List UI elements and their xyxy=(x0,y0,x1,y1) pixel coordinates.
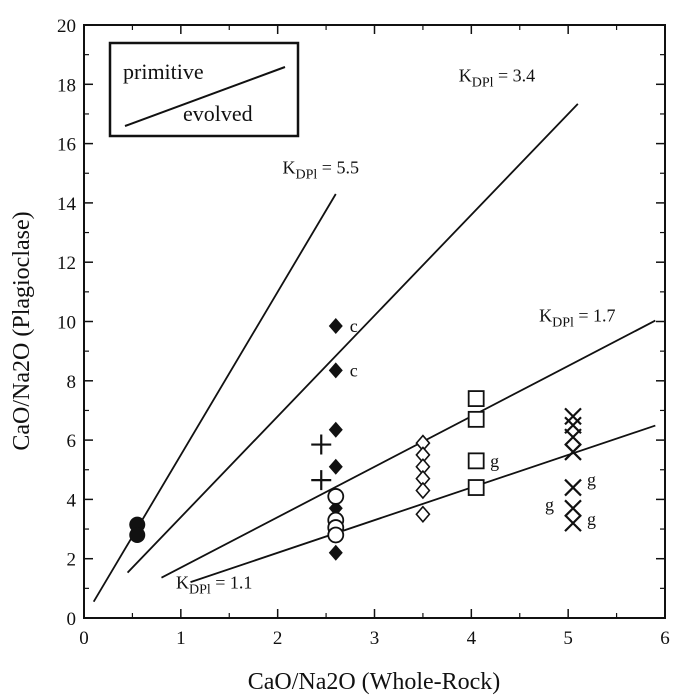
point-annotation: g xyxy=(587,509,596,529)
y-tick-label: 6 xyxy=(67,431,77,452)
point-annotation: g xyxy=(545,494,554,514)
point-annotation: g xyxy=(490,451,499,471)
y-axis-title: CaO/Na2O (Plagioclase) xyxy=(9,211,35,450)
x-mark-point xyxy=(564,514,582,532)
open-square-point xyxy=(467,390,485,407)
open-square-point xyxy=(467,479,485,496)
reference-line-label: KDPl = 1.7 xyxy=(539,306,615,331)
x-tick-label: 0 xyxy=(79,628,89,649)
y-tick-label: 4 xyxy=(67,490,77,511)
legend-primitive-label: primitive xyxy=(123,59,204,84)
x-tick-label: 1 xyxy=(176,628,186,649)
y-tick-label: 16 xyxy=(57,135,76,156)
filled-circle-point xyxy=(129,526,146,543)
y-tick-label: 8 xyxy=(67,372,77,393)
y-tick-label: 10 xyxy=(57,313,76,334)
plus-point xyxy=(311,470,332,491)
plus-point xyxy=(311,434,332,455)
open-diamond-point xyxy=(415,481,431,500)
filled-diamond-point xyxy=(328,317,343,334)
reference-line-label: KDPl = 1.1 xyxy=(176,572,252,597)
x-tick-label: 2 xyxy=(273,628,283,649)
filled-diamond-point xyxy=(328,500,343,517)
open-square-point xyxy=(467,452,485,470)
point-annotation: c xyxy=(350,316,358,336)
filled-diamond-point xyxy=(328,544,343,561)
x-mark-point xyxy=(564,499,582,518)
open-diamond-point xyxy=(415,505,431,523)
reference-line-kdpl xyxy=(190,424,656,583)
x-axis-title: CaO/Na2O (Whole-Rock) xyxy=(248,669,501,695)
reference-line-label: KDPl = 3.4 xyxy=(459,65,535,90)
reference-line-kdpl xyxy=(92,193,337,603)
filled-diamond-point xyxy=(328,458,343,475)
point-annotation: g xyxy=(587,470,596,490)
y-tick-label: 20 xyxy=(57,16,76,37)
y-tick-label: 14 xyxy=(57,194,77,215)
x-tick-label: 4 xyxy=(467,628,477,649)
x-mark-point xyxy=(564,478,582,497)
filled-diamond-point xyxy=(328,362,343,379)
reference-line-kdpl xyxy=(126,103,579,574)
point-annotation: c xyxy=(350,360,358,380)
y-tick-label: 2 xyxy=(67,550,77,571)
x-tick-label: 3 xyxy=(370,628,380,649)
x-mark-point xyxy=(564,443,582,461)
y-tick-label: 12 xyxy=(57,253,76,274)
filled-diamond-point xyxy=(328,421,343,438)
x-mark-point xyxy=(564,428,582,446)
reference-line-kdpl xyxy=(161,319,656,579)
legend-evolved-label: evolved xyxy=(183,101,253,126)
open-square-point xyxy=(467,410,485,428)
x-tick-label: 6 xyxy=(660,628,670,649)
open-circle-point xyxy=(327,488,345,505)
open-circle-point xyxy=(327,526,345,544)
reference-line-label: KDPl = 5.5 xyxy=(283,157,359,182)
x-tick-label: 5 xyxy=(563,628,573,649)
y-tick-label: 0 xyxy=(67,609,77,630)
x-mark-point xyxy=(564,407,582,426)
legend-line xyxy=(124,66,286,127)
y-tick-label: 18 xyxy=(57,75,76,96)
